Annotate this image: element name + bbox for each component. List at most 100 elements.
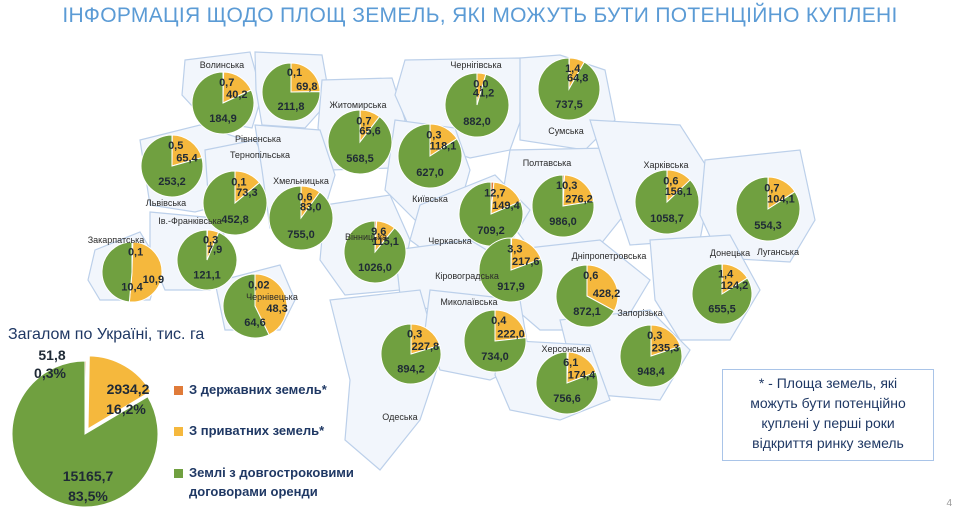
pie-label-state: 0,3 xyxy=(426,129,441,141)
legend-item-private: З приватних земель* xyxy=(174,423,324,438)
pie-slice-lease xyxy=(222,273,270,339)
region-name: Полтавська xyxy=(523,158,572,168)
pie-slice-lease xyxy=(202,170,268,236)
footnote-line-3: куплені у перші роки xyxy=(761,415,895,431)
total-slice-private xyxy=(87,355,152,430)
pie-label-private: 7,9 xyxy=(207,244,222,256)
legend-swatch-private xyxy=(174,427,183,437)
pie-label-lease: 1026,0 xyxy=(358,262,392,274)
pie-label-lease: 655,5 xyxy=(708,304,736,316)
pie-label-state: 0,3 xyxy=(647,330,662,342)
region-name: Тернопільська xyxy=(230,150,290,160)
pie-label-state: 1,4 xyxy=(718,269,734,281)
pie-label-private: 65,4 xyxy=(176,153,198,165)
pie-slice-private xyxy=(586,264,619,312)
pie-label-lease: 211,8 xyxy=(278,101,305,113)
region-name: Запорізька xyxy=(617,308,662,318)
total-title: Загалом по Україні, тис. га xyxy=(8,326,205,343)
region-name: Чернігівська xyxy=(450,60,501,70)
pie-label-private: 174,4 xyxy=(568,369,596,381)
region-name: Ів.-Франківська xyxy=(158,216,222,226)
region-name: Сумська xyxy=(548,126,583,136)
pie-label-lease: 1058,7 xyxy=(650,213,684,225)
pie-label-private: 65,6 xyxy=(359,125,380,137)
total-label-lease-value: 15165,7 xyxy=(63,468,114,484)
pie-slice-lease xyxy=(101,241,133,303)
pie-label-lease: 452,8 xyxy=(221,214,249,226)
pie-slice-lease xyxy=(176,229,238,291)
pie-label-private: 118,1 xyxy=(429,141,456,153)
pie-label-lease: 894,2 xyxy=(397,364,425,376)
region-labels: 0,740,2184,9Волинська0,169,8211,8Рівненс… xyxy=(88,60,799,422)
region-name: Одеська xyxy=(382,412,417,422)
pie-label-state: 0,6 xyxy=(583,270,598,282)
pie-label-lease: 554,3 xyxy=(754,220,782,232)
pie-slice-lease xyxy=(343,220,407,284)
pie-slice-private xyxy=(562,174,595,207)
total-label-private-pct: 16,2% xyxy=(106,401,146,417)
pie-label-lease: 627,0 xyxy=(416,167,444,179)
region-name: Донецька xyxy=(710,248,750,258)
pie-label-state: 0,4 xyxy=(491,315,507,327)
pie-label-private: 10,9 xyxy=(143,274,164,286)
pie-slice-lease xyxy=(537,57,601,121)
region-name: Київська xyxy=(412,194,448,204)
pie-label-private: 41,2 xyxy=(473,88,494,100)
pie-label-lease: 882,0 xyxy=(463,116,491,128)
region-name: Черкаська xyxy=(428,236,471,246)
pie-label-state: 0,1 xyxy=(128,247,143,259)
pie-label-state: 0,6 xyxy=(663,175,678,187)
total-label-state-value: 51,8 xyxy=(38,347,65,363)
pie-label-private: 156,1 xyxy=(665,186,693,198)
pie-slice-lease xyxy=(691,263,753,325)
pie-label-state: 0,02 xyxy=(248,279,269,291)
pie-label-private: 69,8 xyxy=(296,81,317,93)
pie-label-private: 149,4 xyxy=(492,200,520,212)
pie-label-lease: 10,4 xyxy=(121,282,143,294)
region-name: Вінницька xyxy=(345,232,387,242)
pie-label-state: 6,1 xyxy=(563,357,578,369)
footnote-line-4: відкриття ринку земель xyxy=(752,435,904,451)
pie-label-lease: 872,1 xyxy=(573,306,601,318)
pie-slice-lease xyxy=(463,309,527,373)
pie-label-state: 9,6 xyxy=(371,226,386,238)
pie-label-state: 3,3 xyxy=(507,243,522,255)
pie-label-lease: 709,2 xyxy=(477,225,505,237)
pie-label-lease: 253,2 xyxy=(158,176,186,188)
pie-label-private: 227,8 xyxy=(412,341,440,353)
region-pies xyxy=(101,57,801,415)
pie-label-private: 222,0 xyxy=(497,329,525,341)
pie-label-private: 48,3 xyxy=(266,303,287,315)
region-name: Миколаївська xyxy=(440,297,497,307)
pie-label-private: 235,3 xyxy=(652,342,680,354)
footnote-line-1: * - Площа земель, які xyxy=(758,375,898,391)
pie-label-state: 0,7 xyxy=(764,182,779,194)
pie-label-state: 10,3 xyxy=(556,180,577,192)
pie-label-private: 83,0 xyxy=(300,201,321,213)
pie-label-lease: 917,9 xyxy=(497,281,525,293)
pie-slice-private xyxy=(410,323,441,355)
pie-slice-private xyxy=(254,273,288,336)
pie-label-state: 0,7 xyxy=(219,77,234,89)
pie-slice-lease xyxy=(634,169,700,235)
region-name: Житомирська xyxy=(330,100,387,110)
legend-swatch-lease xyxy=(174,469,183,479)
pie-slice-lease xyxy=(735,176,801,242)
total-label-state-pct: 0,3% xyxy=(34,365,66,381)
pie-label-lease: 734,0 xyxy=(481,351,509,363)
legend-label-lease-1: Землі з довгостроковими xyxy=(189,465,354,480)
pie-label-state: 0,3 xyxy=(407,329,422,341)
pie-slice-lease xyxy=(140,134,204,198)
pie-label-lease: 986,0 xyxy=(549,216,577,228)
total-label-lease-pct: 83,5% xyxy=(68,488,108,504)
pie-slice-lease xyxy=(444,72,510,138)
pie-label-state: 0,3 xyxy=(203,235,218,247)
pie-label-private: 64,8 xyxy=(567,73,588,85)
pie-slice-lease xyxy=(619,324,683,388)
pie-slice-lease xyxy=(268,185,334,251)
pie-label-lease: 184,9 xyxy=(209,113,237,125)
legend-item-state: З державних земель* xyxy=(174,382,327,397)
total-label-private-value: 2934,2 xyxy=(107,381,150,397)
pie-label-state: 1,4 xyxy=(565,63,581,75)
